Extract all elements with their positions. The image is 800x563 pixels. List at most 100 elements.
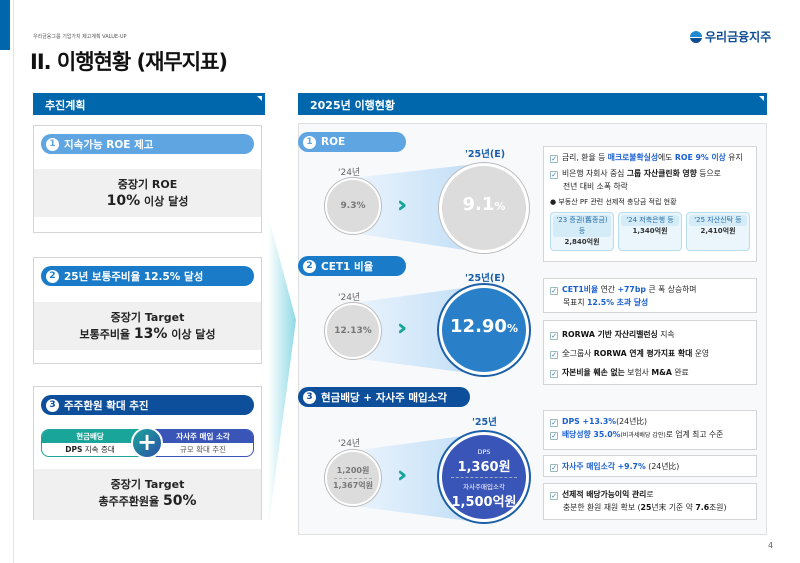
text: 금리, 환율 등	[562, 153, 608, 162]
text: 이상 달성	[140, 195, 189, 208]
text: (비과세배당 감안)	[620, 432, 666, 439]
text: 로 업계 최고 수준	[665, 430, 724, 439]
plan-target: 중장기 ROE 10% 이상 달성	[34, 169, 261, 217]
plan-pill: 3 주주환원 확대 추진	[41, 395, 254, 415]
text: 2,410억원	[700, 227, 736, 235]
cur-year-label: '25년(E)	[465, 149, 506, 160]
plan-pill: 2 25년 보통주비율 12.5% 달성	[41, 266, 254, 286]
cash-dividend-box: 현금배당 DPS 지속 증대	[41, 429, 139, 457]
check-icon: ✓	[550, 287, 558, 295]
text: 2,840억원	[564, 238, 600, 246]
divider	[13, 0, 14, 563]
text: 25년 보통주비율 12.5% 달성	[64, 270, 204, 283]
check-icon: ✓	[550, 155, 558, 163]
text: 13%	[133, 326, 168, 342]
page-number: 4	[768, 541, 774, 550]
text: 중장기 Target	[110, 311, 185, 324]
text: 에도	[658, 153, 675, 162]
text: 자사주 매입소각 +9.7%	[562, 462, 646, 471]
double-chevron-icon: ››	[397, 463, 408, 488]
double-chevron-icon: ››	[397, 193, 408, 218]
prev-year-label: '24년	[338, 293, 361, 303]
text: DPS +13.3%	[562, 417, 617, 426]
buyback-box: 자사주 매입 소각 규모 확대 추진	[152, 429, 254, 457]
text: (24년比)	[645, 462, 680, 471]
text: 3	[46, 398, 59, 412]
cet1-note-2: ✓ RORWA 기반 자산리밸런싱 지속 ✓ 全그룹사 RORWA 연계 평가지표 …	[543, 320, 757, 385]
text: 배당성향 35.0%	[562, 430, 621, 439]
text: 12.90	[450, 316, 507, 337]
pf-chips: '23 증권(舊종금) 등 2,840억원 '24 저축은행 등 1,340억원 '…	[550, 212, 750, 251]
text: 이상 달성	[167, 328, 216, 341]
text: 큰 폭 상승하며	[646, 285, 697, 294]
text: 중장기 Target	[110, 478, 185, 491]
roe-notes: ✓ 금리, 환율 등 매크로불확실성에도 ROE 9% 이상 유지 ✓ 비은행 자회…	[543, 146, 757, 262]
text: 25	[640, 503, 652, 512]
section-pill-cet1: 2 CET1 비율	[298, 256, 406, 276]
text: ROE 9% 이상	[674, 153, 726, 162]
breadcrumb: 우리금융그룹 기업가치 제고계획 VALUE-UP	[33, 34, 127, 40]
check-icon: ✓	[550, 351, 558, 359]
text: 연간	[598, 285, 618, 294]
text: 지속	[657, 330, 675, 339]
text: 1	[46, 137, 59, 151]
plan-card-cet1: 2 25년 보통주비율 12.5% 달성 중장기 Target 보통주비율 13%…	[33, 257, 262, 364]
double-chevron-icon: ››	[397, 316, 408, 341]
plan-card-shareholder: 3 주주환원 확대 추진 현금배당 DPS 지속 증대 자사주 매입 소각 규모 …	[33, 386, 262, 520]
text: 완료	[671, 368, 689, 377]
text: 12.5% 초과 달성	[587, 298, 649, 307]
text: 그룹 자산클린화 영향	[626, 169, 697, 178]
shr-note-capacity: ✓ 선제적 배당가능이익 관리로 충분한 환원 재원 확보 (25년末 기준 약 …	[543, 483, 757, 520]
text: 보통주비율	[79, 328, 134, 341]
text: 목표치	[563, 298, 587, 307]
text: 9.3%	[340, 201, 366, 211]
text: 지속가능 ROE 제고	[64, 138, 154, 151]
text: 2	[46, 269, 59, 283]
cur-year-label: '25년(E)	[465, 273, 506, 284]
roe-cur-circle: 9.1%	[439, 163, 529, 253]
plan-target: 중장기 Target 총주주환원율 50%	[34, 469, 261, 520]
shr-note-dividend: ✓ DPS +13.3%(24년比) ✓ 배당성향 35.0%(비과세배당 감안)로…	[543, 410, 757, 450]
plus-icon: +	[131, 427, 163, 459]
text: (24년比)	[616, 417, 648, 426]
pf-chip: '25 자산신탁 등 2,410억원	[686, 212, 750, 251]
text: 지속 증대	[82, 445, 115, 454]
pf-chip: '24 저축은행 등 1,340억원	[618, 212, 682, 251]
accent-strip	[0, 0, 10, 50]
text: '25 자산신탁 등	[689, 215, 747, 226]
text: DPS	[65, 445, 83, 454]
text: 년末 기준 약	[651, 503, 696, 512]
cet1-prev-circle: 12.13%	[325, 303, 381, 359]
text: 자본비율 훼손 없는	[562, 368, 625, 377]
left-header: 추진계획	[33, 93, 265, 115]
text: 7.6	[695, 503, 710, 512]
text: RORWA 연계 평가지표 확대	[593, 349, 693, 358]
text: 주주환원 확대 추진	[64, 399, 149, 412]
roe-prev-circle: 9.3%	[325, 178, 381, 234]
check-icon: ✓	[550, 370, 558, 378]
text: 선제적 배당가능이익 관리	[562, 490, 647, 499]
check-icon: ✓	[550, 171, 558, 179]
text: 9.1	[462, 194, 495, 215]
cet1-cur-circle: 12.90%	[439, 285, 529, 375]
text: %	[506, 322, 518, 335]
text: M&A	[651, 368, 672, 377]
text: 운영	[692, 349, 710, 358]
shr-cur-circle: DPS 1,360원 자사주매입소각 1,500억원	[439, 432, 529, 522]
pf-note: ● 부동산 PF 관련 선제적 충당금 적립 현황	[550, 198, 677, 206]
plan-target: 중장기 Target 보통주비율 13% 이상 달성	[34, 302, 261, 350]
section-pill-shareholder: 3 현금배당 + 자사주 매입소각	[298, 387, 470, 407]
text: 1,367억원	[332, 480, 374, 490]
text: 2	[303, 259, 316, 273]
text: 현금배당 + 자사주 매입소각	[321, 391, 448, 404]
text: %	[494, 200, 506, 213]
text: CET1비율	[562, 285, 599, 294]
page-title: II. 이행현황 (재무지표)	[30, 50, 228, 74]
text: 매크로불확실성	[607, 153, 658, 162]
text: 1,340억원	[632, 227, 668, 235]
text: 중장기 ROE	[117, 178, 178, 191]
cet1-note-1: ✓ CET1비율 연간 +77bp 큰 폭 상승하며 목표치 12.5% 초과 달…	[543, 278, 757, 313]
text: 자사주 매입 소각	[153, 430, 253, 443]
plan-card-roe: 1 지속가능 ROE 제고 중장기 ROE 10% 이상 달성	[33, 125, 262, 233]
text: 우리금융지주	[705, 30, 772, 44]
